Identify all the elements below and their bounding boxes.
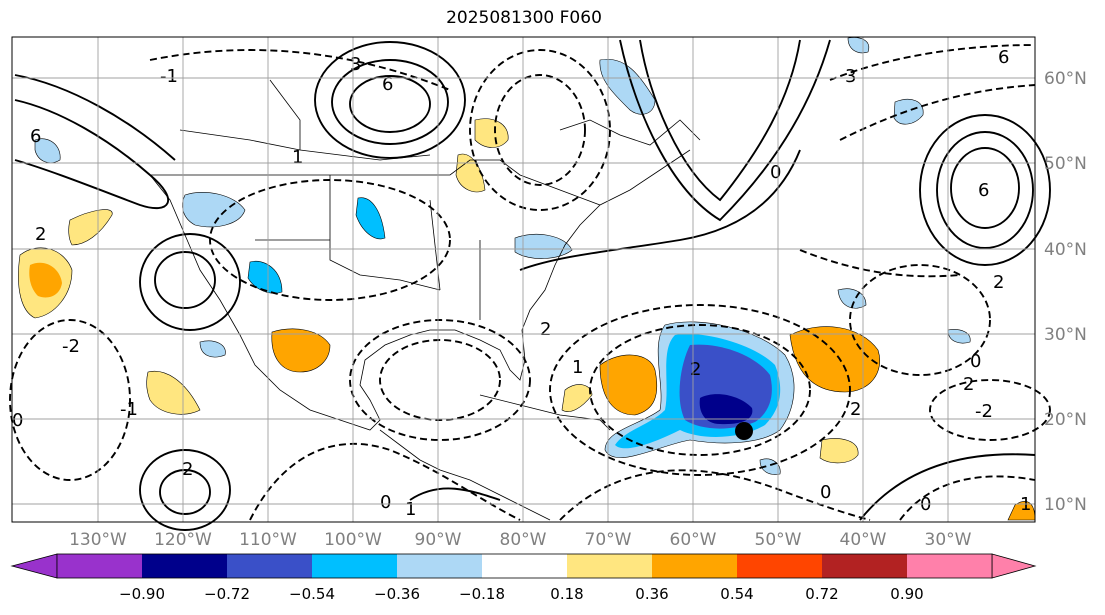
colorbar-segment [57, 554, 142, 578]
colorbar-segment [822, 554, 907, 578]
colorbar-max-extension [991, 553, 1037, 579]
map-frame [11, 36, 1036, 523]
contour-label: 6 [30, 126, 41, 147]
contour-label: 0 [970, 351, 981, 372]
colorbar-tick: 0.36 [635, 585, 668, 603]
longitude-labels: 130°W 120°W 110°W 100°W 90°W 80°W 70°W 6… [69, 530, 972, 550]
colorbar-tick: −0.18 [459, 585, 505, 603]
colorbar-segment [567, 554, 652, 578]
lat-label: 60°N [1044, 69, 1087, 89]
colorbar: −0.90 −0.72 −0.54 −0.36 −0.18 0.18 0.36 … [10, 553, 1037, 603]
lat-label: 40°N [1044, 240, 1087, 260]
colorbar-segment [397, 554, 482, 578]
colorbar-segment [737, 554, 822, 578]
map-title: 2025081300 F060 [446, 8, 602, 28]
colorbar-tick: 0.72 [805, 585, 838, 603]
colorbar-min-extension [10, 553, 58, 579]
contour-label: -2 [62, 336, 80, 357]
lon-label: 120°W [154, 530, 212, 550]
lon-label: 40°W [840, 530, 887, 550]
lon-label: 50°W [755, 530, 802, 550]
contour-label: 1 [1020, 494, 1031, 515]
contour-label: 3 [350, 54, 361, 75]
colorbar-tick: −0.72 [204, 585, 250, 603]
storm-center-marker [735, 422, 753, 440]
colorbar-frame [56, 553, 993, 579]
contour-label: 2 [35, 224, 46, 245]
colorbar-tick: 0.18 [550, 585, 583, 603]
contour-label: 6 [998, 47, 1009, 68]
contour-label: 2 [963, 374, 974, 395]
contour-label: 0 [770, 162, 781, 183]
lat-label: 10°N [1044, 495, 1087, 515]
colorbar-segment [227, 554, 312, 578]
lon-label: 110°W [239, 530, 297, 550]
contour-labels: 6 6 6 6 3 3 2 2 2 2 2 2 2 1 1 1 1 0 0 0 … [12, 47, 1031, 520]
colorbar-segment [482, 554, 567, 578]
colorbar-tick: 0.90 [890, 585, 923, 603]
lon-label: 130°W [69, 530, 127, 550]
lon-label: 70°W [585, 530, 632, 550]
contour-label: 2 [182, 459, 193, 480]
contour-label: 1 [572, 357, 583, 378]
colorbar-tick: −0.54 [289, 585, 335, 603]
lon-label: 60°W [670, 530, 717, 550]
lat-label: 30°N [1044, 325, 1087, 345]
shaded-fields [18, 37, 1036, 521]
contour-label: 0 [920, 494, 931, 515]
contour-label: 2 [993, 272, 1004, 293]
colorbar-segment [652, 554, 737, 578]
contour-label: 6 [978, 180, 989, 201]
colorbar-tick: −0.90 [119, 585, 165, 603]
contour-label: 2 [850, 399, 861, 420]
contour-label: -1 [120, 399, 138, 420]
contour-label: 0 [12, 410, 23, 431]
latitude-labels: 60°N 50°N 40°N 30°N 20°N 10°N [1044, 69, 1087, 515]
lon-label: 80°W [500, 530, 547, 550]
colorbar-tick: 0.54 [720, 585, 753, 603]
coastlines [149, 79, 701, 521]
contour-lines-dashed [9, 44, 1051, 521]
colorbar-segment [312, 554, 397, 578]
lat-label: 20°N [1044, 410, 1087, 430]
contour-label: 2 [690, 359, 701, 380]
lon-label: 30°W [925, 530, 972, 550]
contour-label: 6 [382, 74, 393, 95]
contour-label: 0 [820, 482, 831, 503]
lon-label: 90°W [415, 530, 462, 550]
contour-label: 3 [845, 66, 856, 87]
contour-label: -2 [975, 401, 993, 422]
colorbar-segment [907, 554, 992, 578]
colorbar-tick: −0.36 [374, 585, 420, 603]
contour-label: 2 [540, 319, 551, 340]
colorbar-segment [142, 554, 227, 578]
contour-label: 0 [380, 492, 391, 513]
lat-label: 50°N [1044, 154, 1087, 174]
contour-label: 1 [405, 499, 416, 520]
graticule [12, 37, 1035, 522]
lon-label: 100°W [324, 530, 382, 550]
contour-lines [14, 39, 1051, 531]
contour-label: -1 [160, 66, 178, 87]
contour-label: 1 [292, 147, 303, 168]
